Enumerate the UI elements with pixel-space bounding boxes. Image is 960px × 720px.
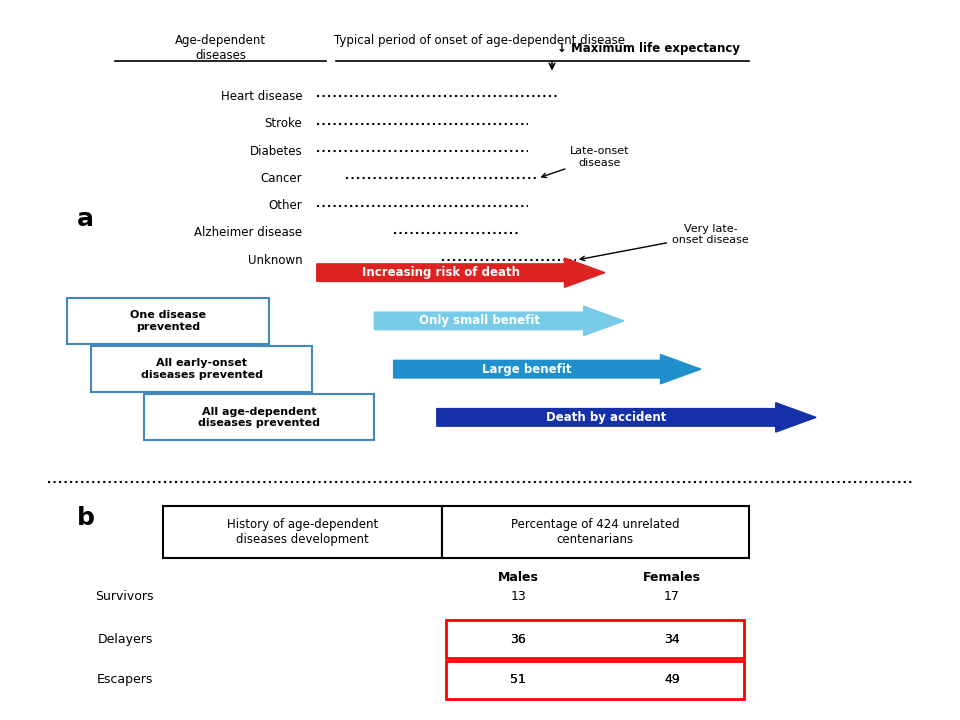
Text: Large benefit: Large benefit <box>482 363 572 376</box>
FancyBboxPatch shape <box>446 661 744 698</box>
Text: Heart disease: Heart disease <box>221 90 302 103</box>
FancyBboxPatch shape <box>446 620 744 658</box>
Text: Diabetes: Diabetes <box>250 145 302 158</box>
Text: All age-dependent
diseases prevented: All age-dependent diseases prevented <box>198 407 321 428</box>
Polygon shape <box>317 258 605 287</box>
Text: Stroke: Stroke <box>265 117 302 130</box>
Text: Males: Males <box>498 571 539 584</box>
Text: 13: 13 <box>511 590 526 603</box>
Text: 49: 49 <box>664 673 680 686</box>
Text: Very late-
onset disease: Very late- onset disease <box>580 224 749 261</box>
Text: Percentage of 424 unrelated
centenarians: Percentage of 424 unrelated centenarians <box>511 518 680 546</box>
Text: 34: 34 <box>664 633 680 646</box>
Text: One disease
prevented: One disease prevented <box>130 310 206 332</box>
Text: 49: 49 <box>664 673 680 686</box>
FancyBboxPatch shape <box>91 346 312 392</box>
FancyBboxPatch shape <box>163 506 442 559</box>
Text: Late-onset
disease: Late-onset disease <box>541 146 630 178</box>
Text: Cancer: Cancer <box>261 172 302 185</box>
Polygon shape <box>374 306 624 336</box>
FancyBboxPatch shape <box>442 506 749 559</box>
Text: Death by accident: Death by accident <box>546 411 666 424</box>
Text: Alzheimer disease: Alzheimer disease <box>194 226 302 239</box>
Text: ↓ Maximum life expectancy: ↓ Maximum life expectancy <box>557 42 740 55</box>
Text: 51: 51 <box>511 673 526 686</box>
Text: All early-onset
diseases prevented: All early-onset diseases prevented <box>140 359 263 380</box>
Text: 17: 17 <box>664 590 680 603</box>
FancyBboxPatch shape <box>67 298 269 344</box>
Polygon shape <box>394 354 701 384</box>
Text: Delayers: Delayers <box>98 633 154 646</box>
Text: Survivors: Survivors <box>95 590 154 603</box>
FancyBboxPatch shape <box>144 395 374 441</box>
Text: 51: 51 <box>511 673 526 686</box>
Text: Age-dependent
diseases: Age-dependent diseases <box>176 34 266 61</box>
Text: History of age-dependent
diseases development: History of age-dependent diseases develo… <box>227 518 378 546</box>
Text: 36: 36 <box>511 633 526 646</box>
Text: Unknown: Unknown <box>248 253 302 266</box>
Text: Females: Females <box>643 571 701 584</box>
Text: 36: 36 <box>511 633 526 646</box>
Text: b: b <box>77 506 95 530</box>
Text: 34: 34 <box>664 633 680 646</box>
Text: a: a <box>77 207 94 231</box>
Text: Typical period of onset of age-dependent disease: Typical period of onset of age-dependent… <box>334 34 626 47</box>
Text: Only small benefit: Only small benefit <box>419 315 540 328</box>
Text: Escapers: Escapers <box>97 673 154 686</box>
Polygon shape <box>437 402 816 432</box>
Text: Increasing risk of death: Increasing risk of death <box>362 266 519 279</box>
Text: Other: Other <box>269 199 302 212</box>
